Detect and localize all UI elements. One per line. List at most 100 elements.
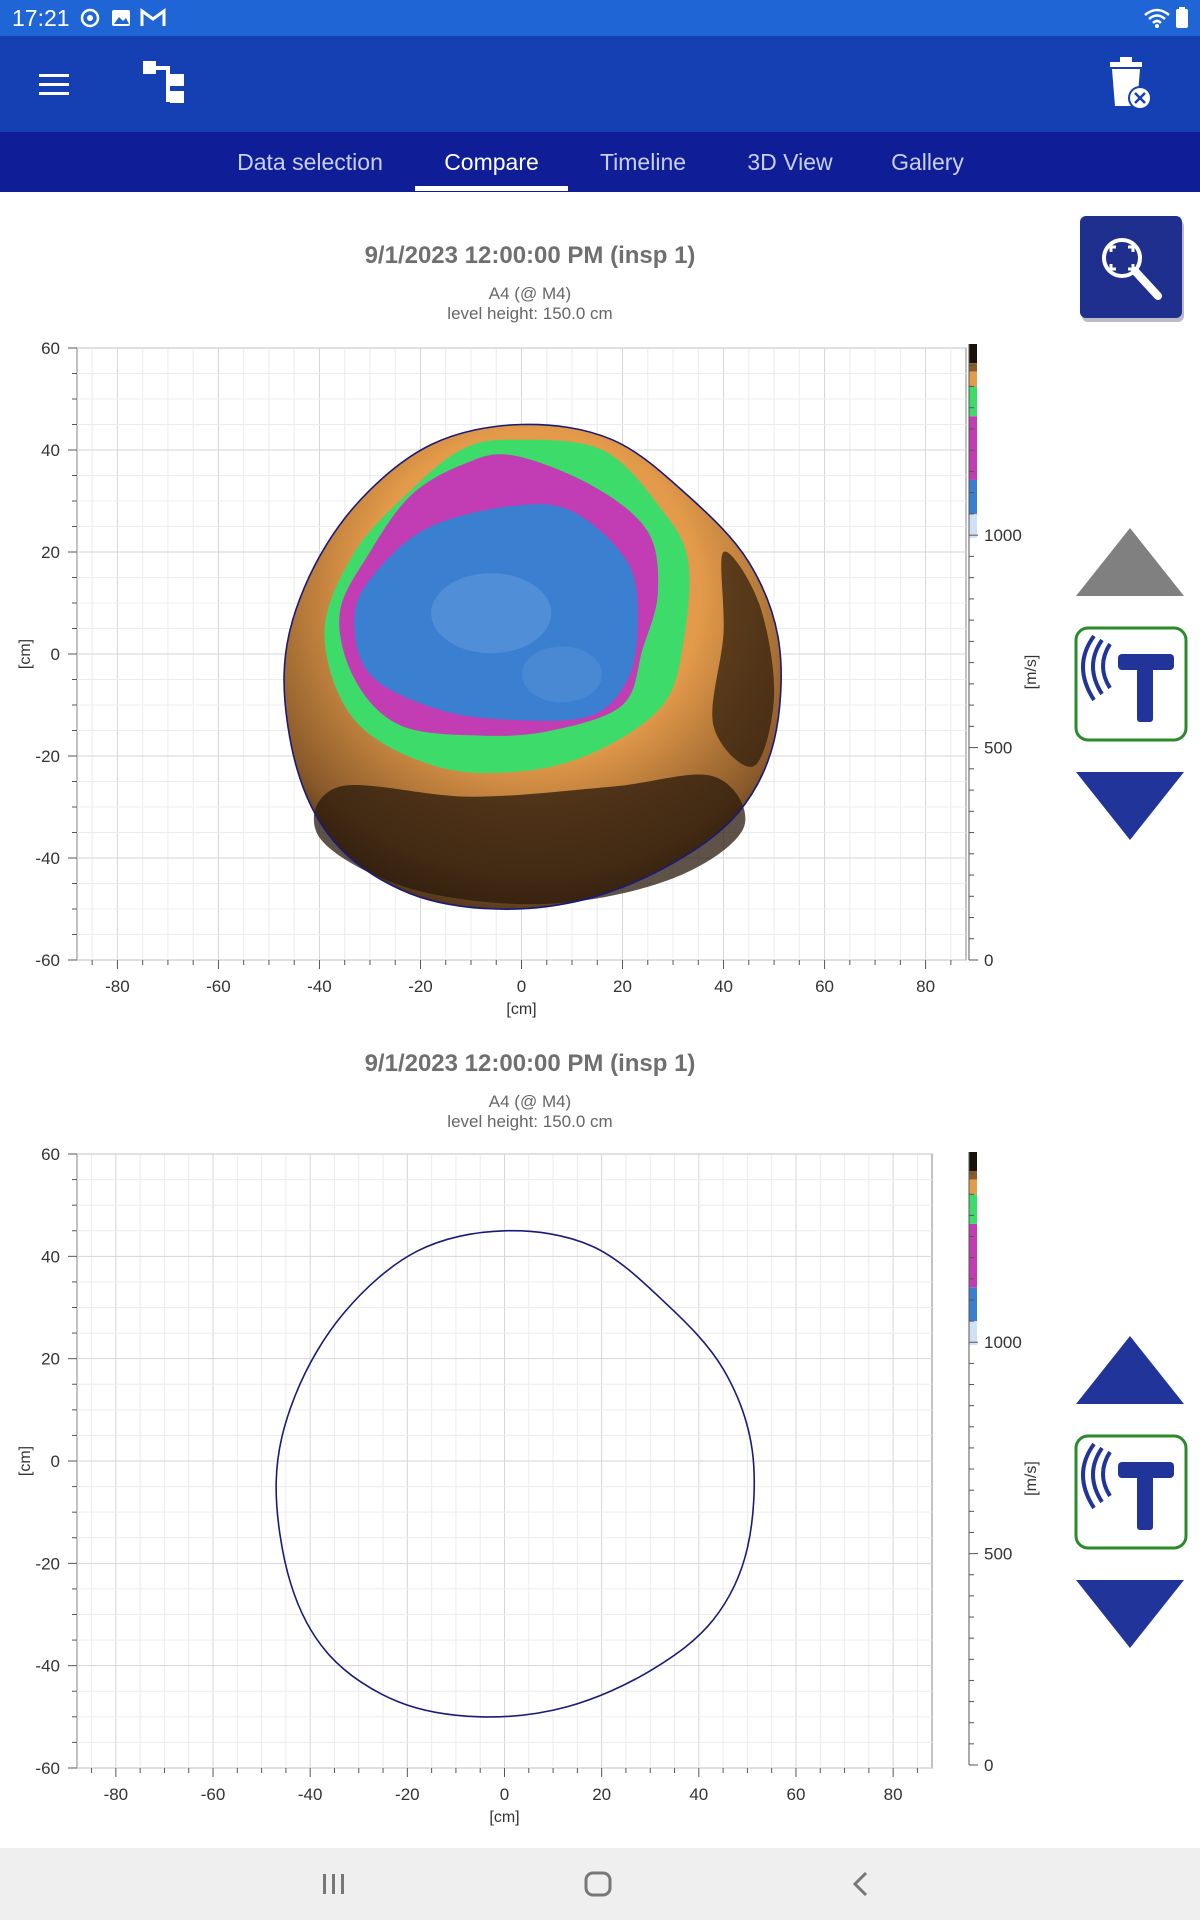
chart-2-subtitle-line1: A4 (@ M4): [488, 1092, 572, 1111]
chart-2-title: 9/1/2023 12:00:00 PM (insp 1): [364, 1050, 696, 1077]
colorbar-band: [969, 371, 977, 387]
status-bar: 17:21: [0, 0, 1200, 36]
colorbar-tick-label: 500: [984, 1545, 1012, 1564]
tab-3d-view[interactable]: 3D View: [747, 149, 833, 175]
x-tick-label: -40: [307, 977, 332, 996]
y-tick-label: 60: [41, 1145, 60, 1164]
y-tick-label: 60: [41, 339, 60, 358]
tab-data-selection[interactable]: Data selection: [237, 149, 383, 175]
sync-icon: [80, 8, 100, 28]
dark-zone: [712, 551, 775, 767]
x-tick-label: 20: [592, 1785, 611, 1804]
y-axis-label: [cm]: [17, 639, 34, 669]
x-tick-label: 0: [500, 1785, 509, 1804]
x-tick-label: 20: [613, 977, 632, 996]
up-arrow-icon: [1076, 528, 1184, 596]
chart-2-subtitle-line2: level height: 150.0 cm: [447, 1112, 613, 1131]
chart-2-hammer-button[interactable]: [1074, 1434, 1188, 1550]
zoom-fit-button[interactable]: [1078, 214, 1186, 324]
tab-timeline[interactable]: Timeline: [599, 149, 687, 175]
x-axis-label: [cm]: [489, 1809, 519, 1826]
y-tick-label: 0: [51, 1452, 60, 1471]
down-arrow-icon: [1076, 1580, 1184, 1648]
colorbar-band: [969, 479, 977, 514]
wifi-icon: [1144, 8, 1170, 28]
chart-1-down-button[interactable]: [1074, 770, 1186, 842]
x-axis: -80 -60 -40 -20 0 20 40 60 80 [cm]: [91, 1768, 918, 1826]
trunk-outline: [275, 1229, 756, 1718]
colorbar-band: [969, 1321, 977, 1346]
recent-apps-icon[interactable]: [318, 1868, 350, 1900]
gmail-icon: [140, 8, 166, 26]
back-icon[interactable]: [846, 1868, 878, 1900]
colorbar-tick-label: 0: [984, 1756, 993, 1775]
x-tick-label: 0: [517, 977, 526, 996]
trunk-outline: [283, 423, 782, 910]
x-tick-label: -20: [408, 977, 433, 996]
x-axis-label: [cm]: [506, 1001, 536, 1018]
y-tick-label: -20: [35, 747, 60, 766]
x-tick-label: -80: [104, 1785, 129, 1804]
x-tick-label: -80: [105, 977, 130, 996]
x-tick-label: 40: [689, 1785, 708, 1804]
colorbar-tick-label: 0: [984, 951, 993, 970]
colorbar-band: [969, 513, 977, 538]
colorbar-label: [m/s]: [1023, 1461, 1040, 1496]
y-tick-label: -40: [35, 1657, 60, 1676]
chart-1-title: 9/1/2023 12:00:00 PM (insp 1): [364, 242, 696, 269]
menu-icon[interactable]: [36, 70, 72, 98]
chart-2-down-button[interactable]: [1074, 1578, 1186, 1650]
down-arrow-icon: [1076, 772, 1184, 840]
y-axis-label: [cm]: [17, 1446, 34, 1476]
colorbar-tick-label: 1000: [984, 526, 1022, 545]
colorbar-band: [969, 513, 977, 960]
y-tick-label: 0: [51, 645, 60, 664]
x-tick-label: 40: [714, 977, 733, 996]
up-arrow-icon: [1076, 1336, 1184, 1404]
chart-1-hammer-button[interactable]: [1074, 626, 1188, 742]
y-tick-label: 20: [41, 1350, 60, 1369]
colorbar-band: [969, 344, 977, 364]
x-axis: -80 -60 -40 -20 0 20 40 60 80 [cm]: [91, 960, 952, 1018]
tab-compare[interactable]: Compare: [444, 149, 539, 175]
app-bar: [0, 36, 1200, 132]
tree-icon[interactable]: [140, 58, 192, 110]
home-icon[interactable]: [582, 1868, 614, 1900]
dark-zone: [688, 1358, 748, 1575]
colorbar: 1000 500 0 [m/s]: [968, 344, 1040, 970]
system-nav-bar: [0, 1848, 1200, 1920]
colorbar-tick-label: 1000: [984, 1333, 1022, 1352]
light-spot: [415, 1380, 536, 1461]
light-spot: [521, 646, 602, 703]
y-tick-label: 40: [41, 1247, 60, 1266]
delete-icon[interactable]: [1104, 56, 1156, 114]
colorbar-tick-label: 500: [984, 739, 1012, 758]
colorbar-label: [m/s]: [1023, 655, 1040, 690]
x-tick-label: 80: [884, 1785, 903, 1804]
y-tick-label: 40: [41, 441, 60, 460]
hammer-icon: [1081, 1442, 1174, 1530]
x-tick-label: 60: [815, 977, 834, 996]
chart-1-subtitle-line1: A4 (@ M4): [488, 284, 572, 303]
light-spot: [431, 573, 552, 654]
tab-bar: Data selection Compare Timeline 3D View …: [0, 132, 1200, 192]
y-tick-label: 20: [41, 543, 60, 562]
y-tick-label: -60: [35, 1759, 60, 1778]
dark-zone: [313, 774, 746, 905]
tab-gallery[interactable]: Gallery: [891, 149, 964, 175]
y-axis: 60 40 20 0 -20 -40 -60 [cm]: [17, 1145, 77, 1778]
chart-1-up-button[interactable]: [1074, 526, 1186, 598]
colorbar-band: [969, 416, 977, 480]
colorbar-band: [969, 363, 977, 372]
colorbar-band: [969, 1223, 977, 1288]
colorbar-band: [969, 1171, 977, 1180]
blue-zone: [354, 504, 638, 721]
colorbar-band: [969, 386, 977, 417]
y-axis: 60 40 20 0 -20 -40 -60 [cm]: [17, 339, 77, 970]
hammer-icon: [1081, 634, 1174, 722]
x-tick-label: 60: [787, 1785, 806, 1804]
chart-2-up-button[interactable]: [1074, 1334, 1186, 1406]
colorbar-band: [969, 1179, 977, 1195]
